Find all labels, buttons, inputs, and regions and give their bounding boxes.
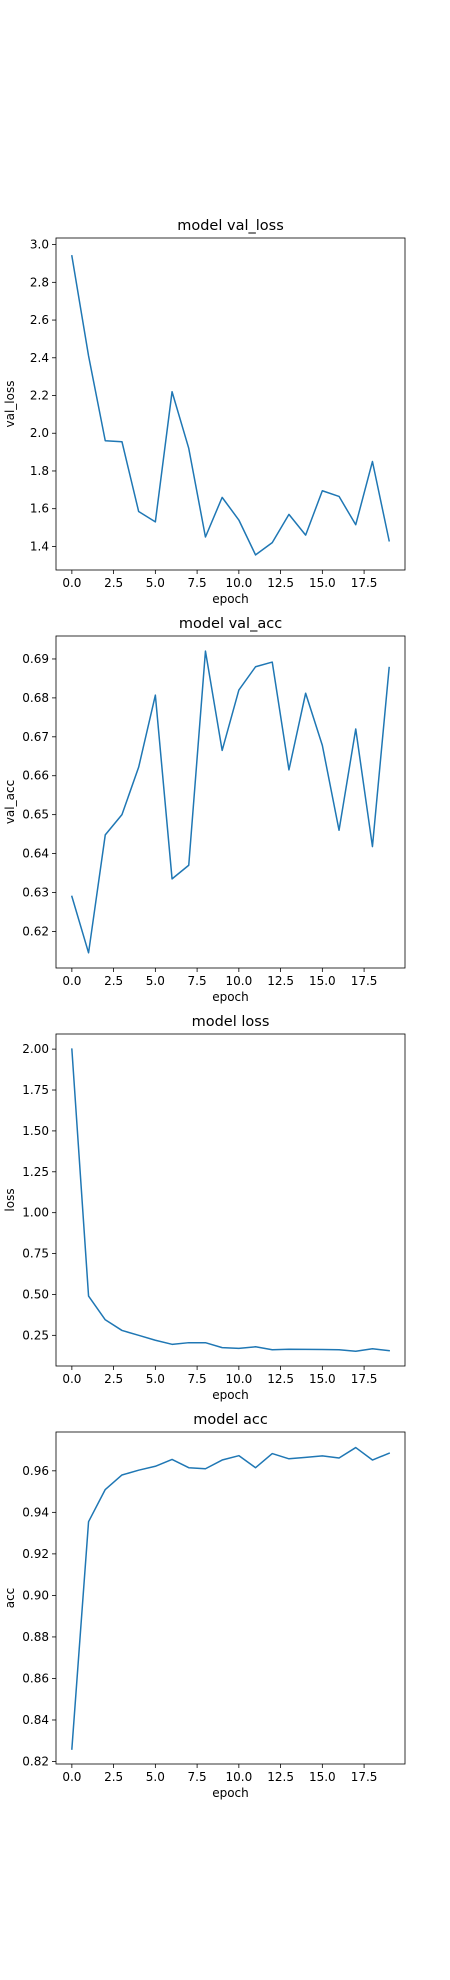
x-tick-label: 17.5 (351, 1372, 378, 1386)
x-axis-label: epoch (212, 990, 249, 1004)
y-tick-label: 0.94 (22, 1505, 49, 1519)
x-tick-label: 17.5 (351, 1770, 378, 1784)
x-tick-label: 0.0 (62, 1372, 81, 1386)
y-tick-label: 0.66 (22, 769, 49, 783)
y-tick-label: 0.92 (22, 1547, 49, 1561)
x-tick-label: 12.5 (267, 1372, 294, 1386)
y-tick-label: 2.00 (22, 1042, 49, 1056)
series-line (70, 255, 391, 556)
y-tick-label: 2.6 (30, 313, 49, 327)
y-tick-label: 0.67 (22, 730, 49, 744)
chart-panel-3: 0.0 2.5 5.0 7.5 10.0 12.5 15.0 17.5 0.25 0.50 0.75… (3, 1014, 406, 1402)
chart-title: model loss (192, 1014, 270, 1030)
x-tick-label: 7.5 (188, 1770, 207, 1784)
chart-title: model val_loss (177, 218, 284, 234)
x-tick-label: 10.0 (225, 974, 252, 988)
y-tick-label: 0.62 (22, 924, 49, 938)
y-tick-label: 2.8 (30, 275, 49, 289)
y-tick-label: 0.75 (22, 1247, 49, 1261)
y-tick-label: 0.50 (22, 1287, 49, 1301)
x-tick-label: 2.5 (104, 1372, 123, 1386)
y-axis-label: val_acc (3, 780, 17, 824)
y-tick-label: 0.25 (22, 1328, 49, 1342)
x-axis-label: epoch (212, 1786, 249, 1800)
y-axis-label: val_loss (3, 381, 17, 428)
y-tick-label: 2.4 (30, 351, 49, 365)
axes-frame (55, 237, 406, 571)
x-tick-label: 7.5 (188, 1372, 207, 1386)
x-tick-label: 15.0 (309, 1372, 336, 1386)
x-tick-label: 0.0 (62, 1770, 81, 1784)
x-tick-label: 7.5 (188, 576, 207, 590)
y-tick-label: 0.90 (22, 1588, 49, 1602)
y-tick-label: 3.0 (30, 238, 49, 252)
chart-panel-4: 0.0 2.5 5.0 7.5 10.0 12.5 15.0 17.5 0.82 0.84 0.86… (3, 1412, 406, 1800)
y-tick-label: 1.00 (22, 1206, 49, 1220)
y-axis-label: loss (3, 1188, 17, 1211)
x-tick-label: 12.5 (267, 974, 294, 988)
chart-panel-2: 0.0 2.5 5.0 7.5 10.0 12.5 15.0 17.5 0.62 0.63 0.64… (3, 616, 406, 1004)
x-tick-label: 15.0 (309, 576, 336, 590)
x-tick-label: 5.0 (146, 1372, 165, 1386)
y-tick-label: 1.4 (30, 539, 49, 553)
y-tick-label: 1.50 (22, 1124, 49, 1138)
x-tick-label: 17.5 (351, 974, 378, 988)
y-tick-label: 0.69 (22, 652, 49, 666)
y-tick-label: 0.88 (22, 1630, 49, 1644)
x-axis-label: epoch (212, 592, 249, 606)
y-tick-label: 0.65 (22, 808, 49, 822)
x-tick-label: 10.0 (225, 576, 252, 590)
series-line (71, 1048, 390, 1352)
y-axis-label: acc (3, 1588, 17, 1609)
x-tick-label: 5.0 (146, 1770, 165, 1784)
y-tick-label: 2.0 (30, 426, 49, 440)
y-tick-label: 0.86 (22, 1671, 49, 1685)
x-tick-label: 0.0 (62, 974, 81, 988)
x-tick-label: 7.5 (188, 974, 207, 988)
axes-frame (55, 635, 406, 969)
y-tick-label: 0.68 (22, 691, 49, 705)
y-tick-label: 0.63 (22, 885, 49, 899)
x-tick-label: 0.0 (62, 576, 81, 590)
series-line (71, 1446, 391, 1750)
y-tick-label: 1.75 (22, 1083, 49, 1097)
axes-frame (55, 1033, 406, 1367)
chart-title: model acc (193, 1412, 268, 1428)
x-tick-label: 15.0 (309, 974, 336, 988)
y-tick-label: 2.2 (30, 389, 49, 403)
x-tick-label: 2.5 (104, 974, 123, 988)
y-tick-label: 0.96 (22, 1464, 49, 1478)
y-tick-label: 0.64 (22, 847, 49, 861)
x-tick-label: 10.0 (225, 1770, 252, 1784)
y-tick-label: 1.6 (30, 502, 49, 516)
x-tick-label: 2.5 (104, 1770, 123, 1784)
x-tick-label: 10.0 (225, 1372, 252, 1386)
x-tick-label: 12.5 (267, 1770, 294, 1784)
x-tick-label: 5.0 (146, 576, 165, 590)
chart-title: model val_acc (179, 616, 282, 632)
x-tick-label: 5.0 (146, 974, 165, 988)
x-axis-label: epoch (212, 1388, 249, 1402)
y-tick-label: 1.25 (22, 1165, 49, 1179)
x-tick-label: 12.5 (267, 576, 294, 590)
series-line (70, 650, 390, 954)
y-tick-label: 0.84 (22, 1713, 49, 1727)
x-tick-label: 2.5 (104, 576, 123, 590)
x-tick-label: 15.0 (309, 1770, 336, 1784)
y-tick-label: 0.82 (22, 1755, 49, 1769)
y-tick-label: 1.8 (30, 464, 49, 478)
x-tick-label: 17.5 (351, 576, 378, 590)
axes-frame (55, 1431, 406, 1765)
chart-panel-1: 0.0 2.5 5.0 7.5 10.0 12.5 15.0 17.5 1.4 1.6 1.8 2.0… (3, 218, 406, 606)
